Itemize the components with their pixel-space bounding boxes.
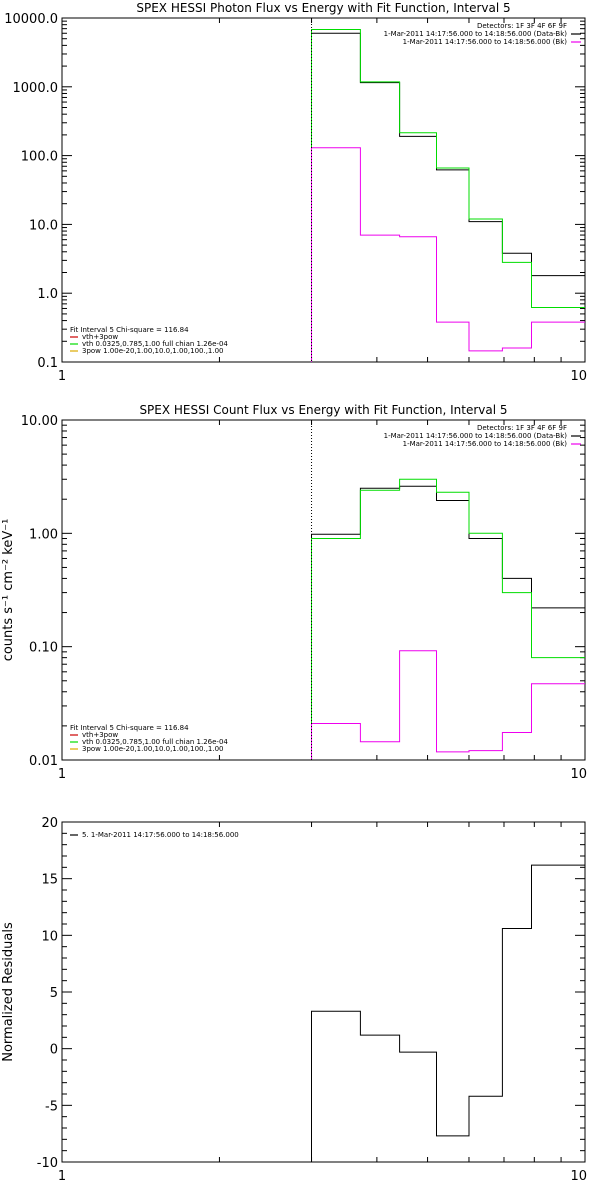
legend-left-text: vth 0.0325,0.785,1.00 full chian 1.26e-0… [82, 340, 228, 348]
legend-left-text: 3pow 1.00e-20,1.00,10.0,1.00,100.,1.00 [82, 347, 224, 355]
legend-right-text: 1-Mar-2011 14:17:56.000 to 14:18:56.000 … [403, 440, 568, 448]
series-line-data [311, 485, 585, 760]
x-tick-label: 10 [570, 369, 587, 384]
y-tick-label: 1000.0 [13, 81, 59, 96]
y-tick-label: 10000.0 [4, 12, 58, 27]
y-tick-label: 0.10 [29, 641, 58, 656]
series-line-3pow [311, 650, 585, 760]
series-line-3pow [311, 147, 585, 362]
y-tick-label: 10.0 [29, 218, 58, 233]
y-tick-label: 20 [41, 816, 58, 831]
y-tick-label: -10 [37, 1156, 58, 1171]
y-tick-label: 15 [41, 873, 58, 888]
x-tick-label: 10 [570, 767, 587, 782]
legend-left-text: vth+3pow [82, 333, 118, 341]
legend-left-text: Fit Interval 5 Chi-square = 116.84 [70, 326, 189, 334]
series-line-data [311, 32, 585, 362]
y-tick-label: 10.00 [21, 414, 58, 429]
y-tick-label: 0.01 [29, 754, 58, 769]
legend-left-text: vth 0.0325,0.785,1.00 full chian 1.26e-0… [82, 738, 228, 746]
y-axis-label: counts s⁻¹ cm⁻² keV⁻¹ [1, 519, 16, 662]
series-line-vth-3pow [311, 29, 585, 362]
y-tick-label: 10 [41, 929, 58, 944]
y-axis-label: Normalized Residuals [1, 922, 16, 1062]
legend-left-text: Fit Interval 5 Chi-square = 116.84 [70, 724, 189, 732]
chart-title: SPEX HESSI Count Flux vs Energy with Fit… [139, 403, 507, 417]
y-tick-label: 5 [50, 986, 58, 1001]
chart-panel-2: SPEX HESSI Count Flux vs Energy with Fit… [1, 403, 587, 782]
series-line-residuals [311, 864, 585, 1162]
chart-panel-3: -10 -5 0 5 10 15 20 1 10 Normalized Residuals 5. 1… [1, 816, 587, 1184]
x-tick-label: 1 [58, 767, 66, 782]
legend-left-text: vth+3pow [82, 731, 118, 739]
legend-right-text: 1-Mar-2011 14:17:56.000 to 14:18:56.000 … [384, 30, 568, 38]
y-tick-label: 1.00 [29, 527, 58, 542]
legend-right-text: Detectors: 1F 3F 4F 6F 9F [477, 22, 567, 30]
x-tick-label: 1 [58, 369, 66, 384]
plot-frame [61, 821, 586, 1163]
chart-panel-1: SPEX HESSI Photon Flux vs Energy with Fi… [4, 1, 587, 384]
legend-right-text: Detectors: 1F 3F 4F 6F 9F [477, 424, 567, 432]
plot-frame [61, 17, 586, 363]
x-tick-label: 10 [570, 1169, 587, 1184]
legend-left-text: 3pow 1.00e-20,1.00,10.0,1.00,100.,1.00 [82, 745, 224, 753]
legend-right-text: 1-Mar-2011 14:17:56.000 to 14:18:56.000 … [384, 432, 568, 440]
legend-right-text: 1-Mar-2011 14:17:56.000 to 14:18:56.000 … [403, 38, 568, 46]
y-tick-label: 0.1 [37, 356, 58, 371]
legend-left-text: 5. 1-Mar-2011 14:17:56.000 to 14:18:56.0… [82, 831, 239, 839]
y-tick-label: 0 [50, 1043, 58, 1058]
x-tick-label: 1 [58, 1169, 66, 1184]
y-tick-label: 1.0 [37, 287, 58, 302]
y-tick-label: -5 [45, 1099, 58, 1114]
y-tick-label: 100.0 [21, 150, 58, 165]
series-line-vth-3pow [311, 478, 585, 760]
chart-title: SPEX HESSI Photon Flux vs Energy with Fi… [136, 1, 510, 15]
plot-frame [61, 419, 586, 761]
